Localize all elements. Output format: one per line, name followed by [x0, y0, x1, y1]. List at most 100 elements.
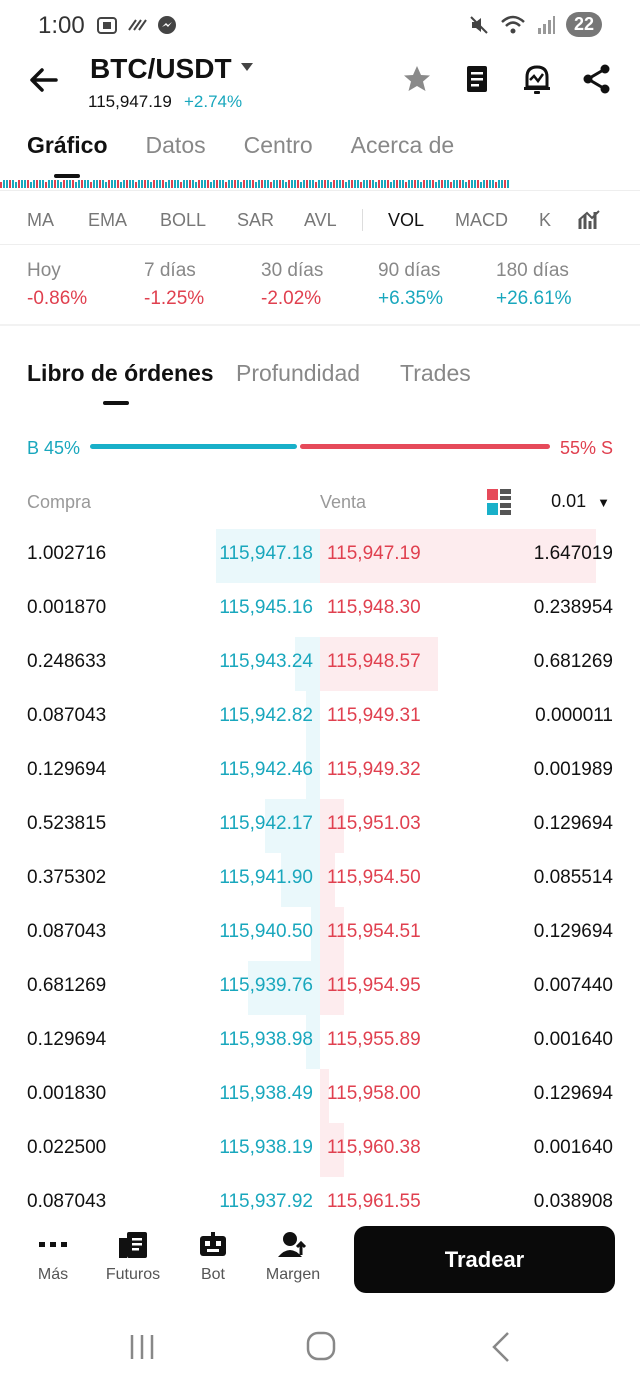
bid-quantity: 0.087043 [27, 921, 107, 942]
margin-icon [278, 1232, 307, 1257]
indicator-k[interactable]: K [539, 209, 552, 230]
volume-tick [402, 180, 404, 188]
volume-tick [63, 180, 65, 188]
volume-tick [6, 180, 8, 188]
precision-select[interactable]: 0.01 ▼ [551, 491, 610, 512]
home-icon[interactable] [305, 1325, 337, 1369]
volume-tick [246, 180, 248, 188]
orderbook-row[interactable]: 0.129694 115,942.46 115,949.32 0.001989 [0, 745, 640, 799]
bid-quantity: 0.022500 [27, 1137, 107, 1158]
orderbook-row[interactable]: 0.523815 115,942.17 115,951.03 0.129694 [0, 799, 640, 853]
volume-tick [108, 180, 110, 188]
bid-quantity: 0.001830 [27, 1083, 107, 1104]
bid-depth-bar [306, 691, 320, 745]
volume-tick [420, 182, 422, 188]
volume-tick [240, 182, 242, 188]
orderbook-row[interactable]: 0.681269 115,939.76 115,954.95 0.007440 [0, 961, 640, 1015]
ask-depth-bar [320, 529, 596, 583]
volume-tick [141, 180, 143, 188]
orderbook-row[interactable]: 0.022500 115,938.19 115,960.38 0.001640 [0, 1123, 640, 1177]
recent-apps-icon[interactable] [128, 1325, 156, 1369]
layout-toggle-icon[interactable] [487, 489, 511, 515]
trade-button[interactable]: Tradear [354, 1226, 615, 1293]
divider [0, 324, 640, 326]
orderbook-row[interactable]: 0.375302 115,941.90 115,954.50 0.085514 [0, 853, 640, 907]
nav-futuros[interactable]: Futuros [93, 1228, 173, 1284]
volume-tick [156, 180, 158, 188]
orderbook-row[interactable]: 0.001830 115,938.49 115,958.00 0.129694 [0, 1069, 640, 1123]
indicator-ema[interactable]: EMA [88, 209, 128, 230]
period-label: Hoy [27, 260, 61, 281]
nav-mas[interactable]: Más [13, 1228, 93, 1284]
nav-margen[interactable]: Margen [253, 1228, 333, 1284]
precision-value: 0.01 [551, 491, 587, 511]
volume-tick [396, 180, 398, 188]
bid-depth-bar [216, 529, 320, 583]
orderbook-row[interactable]: 0.001870 115,945.16 115,948.30 0.238954 [0, 583, 640, 637]
ask-quantity: 0.681269 [533, 651, 613, 672]
volume-tick [435, 182, 437, 188]
tab-profundidad[interactable]: Profundidad [236, 360, 361, 386]
tab-libro-ordenes[interactable]: Libro de órdenes [27, 360, 214, 386]
pair-title[interactable]: BTC/USDT [90, 53, 232, 84]
orderbook-row[interactable]: 0.087043 115,937.92 115,961.55 0.038908 [0, 1177, 640, 1231]
volume-tick [174, 180, 176, 188]
volume-tick [144, 180, 146, 188]
volume-tick [312, 180, 314, 188]
nav-bot[interactable]: Bot [173, 1228, 253, 1284]
orderbook-row[interactable]: 0.087043 115,942.82 115,949.31 0.000011 [0, 691, 640, 745]
indicator-macd[interactable]: MACD [455, 209, 508, 230]
indicator-avl[interactable]: AVL [304, 209, 337, 230]
edge-icon [128, 19, 147, 31]
battery-badge: 22 [565, 12, 602, 37]
orderbook-row[interactable]: 0.129694 115,938.98 115,955.89 0.001640 [0, 1015, 640, 1069]
volume-tick [24, 180, 26, 188]
volume-tick [447, 180, 449, 188]
volume-tick [216, 180, 218, 188]
volume-tick [150, 182, 152, 188]
back-arrow-icon[interactable] [24, 60, 64, 100]
indicator-boll[interactable]: BOLL [160, 209, 207, 230]
bid-price: 115,937.92 [219, 1191, 313, 1212]
indicator-sar[interactable]: SAR [237, 209, 275, 230]
volume-tick [84, 180, 86, 188]
price-alert-icon[interactable] [520, 62, 554, 96]
orderbook-row[interactable]: 1.002716 115,947.18 115,947.19 1.647019 [0, 529, 640, 583]
volume-tick [132, 180, 134, 188]
orderbook-row[interactable]: 0.087043 115,940.50 115,954.51 0.129694 [0, 907, 640, 961]
volume-tick [231, 180, 233, 188]
bid-price: 115,938.98 [219, 1029, 313, 1050]
volume-tick [393, 180, 395, 188]
indicator-settings-icon[interactable] [577, 208, 601, 232]
back-nav-icon[interactable] [488, 1325, 516, 1369]
notebook-icon[interactable] [460, 62, 494, 96]
volume-tick [0, 182, 2, 188]
tab-trades[interactable]: Trades [400, 360, 471, 386]
period-value: -1.25% [144, 288, 205, 309]
period-value: +26.61% [496, 288, 572, 309]
volume-tick [327, 180, 329, 188]
orderbook-row[interactable]: 0.248633 115,943.24 115,948.57 0.681269 [0, 637, 640, 691]
indicator-ma[interactable]: MA [27, 209, 54, 230]
chevron-down-icon[interactable] [240, 62, 254, 72]
volume-tick [351, 180, 353, 188]
tab-datos[interactable]: Datos [145, 132, 206, 158]
mute-icon [470, 15, 488, 34]
volume-tick [282, 180, 284, 188]
indicator-vol[interactable]: VOL [388, 209, 425, 230]
share-icon[interactable] [580, 62, 614, 96]
star-icon[interactable] [400, 62, 434, 96]
volume-tick [30, 182, 32, 188]
volume-tick [426, 180, 428, 188]
volume-tick [399, 180, 401, 188]
tab-acerca[interactable]: Acerca de [350, 132, 455, 158]
volume-tick [285, 182, 287, 188]
tab-centro[interactable]: Centro [243, 132, 313, 158]
volume-tick [375, 182, 377, 188]
volume-tick [72, 180, 74, 188]
period-hoy: Hoy -0.86% [27, 260, 87, 310]
volume-tick [195, 182, 197, 188]
volume-tick [273, 180, 275, 188]
volume-tick [147, 180, 149, 188]
tab-grafico[interactable]: Gráfico [27, 132, 108, 158]
